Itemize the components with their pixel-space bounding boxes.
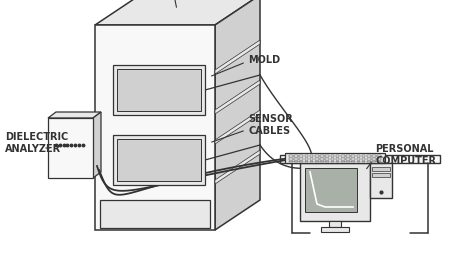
Polygon shape [215,150,260,184]
Polygon shape [367,155,371,157]
Polygon shape [352,158,355,160]
Polygon shape [215,0,260,230]
Polygon shape [299,158,303,160]
Polygon shape [95,25,215,230]
Text: MOLD: MOLD [248,55,280,65]
Text: PERSONAL
COMPUTER: PERSONAL COMPUTER [375,144,436,166]
Polygon shape [48,118,93,178]
Polygon shape [372,155,376,157]
Polygon shape [310,161,313,162]
Polygon shape [315,158,319,160]
Polygon shape [215,40,260,74]
Polygon shape [357,161,360,162]
Polygon shape [320,158,324,160]
Polygon shape [294,161,298,162]
Polygon shape [320,155,324,157]
Polygon shape [113,65,205,115]
Polygon shape [305,158,308,160]
Polygon shape [362,155,365,157]
Polygon shape [326,155,329,157]
Polygon shape [113,135,205,185]
Polygon shape [280,155,440,163]
Polygon shape [289,155,292,157]
Polygon shape [336,158,339,160]
Polygon shape [372,173,390,177]
Polygon shape [100,200,210,228]
Polygon shape [346,155,350,157]
Polygon shape [315,161,319,162]
Polygon shape [320,161,324,162]
Polygon shape [326,161,329,162]
Polygon shape [310,155,313,157]
Polygon shape [215,110,260,144]
Polygon shape [289,158,292,160]
Text: DIELECTRIC
ANALYZER: DIELECTRIC ANALYZER [5,132,68,154]
Polygon shape [299,161,303,162]
Polygon shape [367,161,371,162]
Polygon shape [305,155,308,157]
Polygon shape [326,158,329,160]
Polygon shape [378,155,381,157]
Polygon shape [341,158,345,160]
Polygon shape [300,163,370,221]
Text: SENSOR
CABLES: SENSOR CABLES [248,114,293,136]
Polygon shape [372,167,390,171]
Polygon shape [372,161,376,162]
Polygon shape [367,158,371,160]
Polygon shape [310,158,313,160]
Polygon shape [285,153,385,163]
Polygon shape [299,155,303,157]
Polygon shape [48,112,101,118]
Polygon shape [315,155,319,157]
Polygon shape [372,158,376,160]
Polygon shape [352,155,355,157]
Polygon shape [362,161,365,162]
Polygon shape [331,155,334,157]
Polygon shape [331,158,334,160]
Polygon shape [305,161,308,162]
Polygon shape [117,139,201,181]
Polygon shape [93,112,101,178]
Polygon shape [215,80,260,114]
Polygon shape [117,69,201,111]
Polygon shape [346,158,350,160]
Polygon shape [370,163,392,198]
Polygon shape [294,158,298,160]
Polygon shape [329,221,341,227]
Polygon shape [357,155,360,157]
Polygon shape [357,158,360,160]
Polygon shape [331,161,334,162]
Polygon shape [336,155,339,157]
Polygon shape [378,161,381,162]
Polygon shape [341,161,345,162]
Polygon shape [336,161,339,162]
Polygon shape [305,168,357,212]
Polygon shape [294,155,298,157]
Polygon shape [378,158,381,160]
Polygon shape [346,161,350,162]
Polygon shape [289,161,292,162]
Polygon shape [341,155,345,157]
Polygon shape [321,227,349,232]
Polygon shape [352,161,355,162]
Polygon shape [362,158,365,160]
Polygon shape [95,0,260,25]
